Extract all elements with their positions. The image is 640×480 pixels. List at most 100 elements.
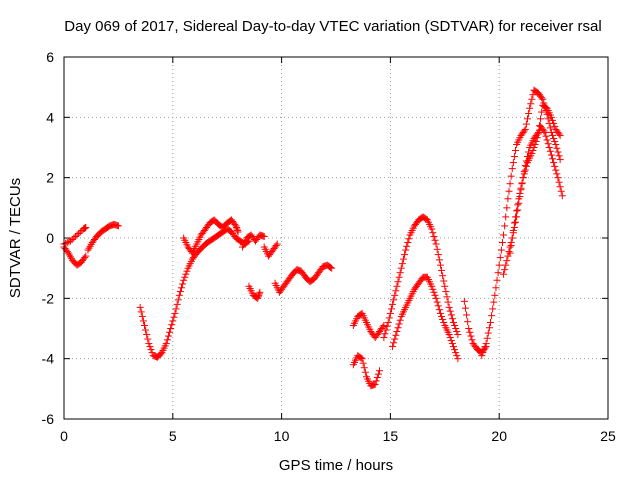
data-point [551,122,559,130]
data-point [397,264,405,272]
data-point [479,349,487,357]
data-point [174,296,182,304]
data-point [273,240,281,248]
data-point [454,331,462,339]
data-point [372,377,380,385]
data-point [255,290,263,298]
data-point [507,172,515,180]
data-point [529,147,537,155]
data-point [512,213,520,221]
data-point [464,318,472,326]
data-point [386,309,394,317]
data-point [553,144,561,152]
data-point [482,340,490,348]
x-tick-label: 10 [274,428,290,444]
data-point [168,321,176,329]
data-point [505,248,513,256]
data-point [523,115,531,123]
data-point [493,276,501,284]
data-point [63,239,71,247]
data-point [436,309,444,317]
data-point [383,322,391,330]
data-point [440,318,448,326]
data-point [552,140,560,148]
data-point [170,313,178,321]
data-point [163,336,171,344]
data-point [450,343,458,351]
y-tick-label: 2 [46,170,54,186]
data-point [552,166,560,174]
data-point [452,349,460,357]
data-point [488,312,496,320]
data-point [551,162,559,170]
data-point [373,374,381,382]
data-point [503,257,511,265]
data-point [501,222,509,230]
data-point [498,239,506,247]
data-point [82,223,90,231]
data-point [497,246,505,254]
data-point [447,337,455,345]
data-point [513,207,521,215]
data-point [390,339,398,347]
data-point [448,315,456,323]
data-point [506,249,514,257]
data-point [394,324,402,332]
data-point [522,120,530,128]
data-point [505,187,513,195]
data-point [466,328,474,336]
data-point [460,297,468,305]
data-point [481,343,489,351]
y-tick-labels: -6 -4 -2 0 2 4 6 [42,49,55,427]
x-tick-label: 25 [600,428,616,444]
data-point [382,326,390,334]
data-point [556,131,564,139]
data-point [520,127,528,135]
data-point [73,231,81,239]
data-point [525,110,533,118]
data-point [558,192,566,200]
data-point [428,282,436,290]
data-point [384,318,392,326]
data-point [260,232,268,240]
y-tick-label: -4 [42,351,55,367]
data-point [396,316,404,324]
data-point [405,235,413,243]
data-point [452,325,460,332]
data-point [396,269,404,277]
data-point [461,304,469,312]
y-tick-label: 6 [46,49,54,65]
data-point [75,229,83,237]
data-point [502,261,510,269]
data-point [555,152,563,160]
data-point [68,236,76,244]
data-point [76,228,84,236]
x-axis-label: GPS time / hours [279,457,393,474]
data-point [435,256,443,264]
data-point [483,334,491,342]
data-point [442,288,450,296]
data-point [518,179,526,187]
data-point [465,325,473,332]
data-point [517,184,525,192]
data-point [547,113,555,121]
data-point [432,294,440,302]
data-point [544,115,552,123]
data-point [231,220,239,228]
data-point [508,234,516,242]
data-point [444,298,452,306]
data-point [538,94,546,102]
data-point [180,276,188,284]
y-tick-label: -6 [42,411,55,427]
data-point [403,242,411,250]
data-point [549,155,557,163]
data-point [430,232,438,240]
data-point [555,178,563,186]
data-point [540,127,548,135]
data-point [357,354,365,362]
data-point [450,318,458,326]
data-point [395,320,403,328]
grid [64,57,608,419]
data-point [446,307,454,315]
x-tick-label: 20 [491,428,507,444]
